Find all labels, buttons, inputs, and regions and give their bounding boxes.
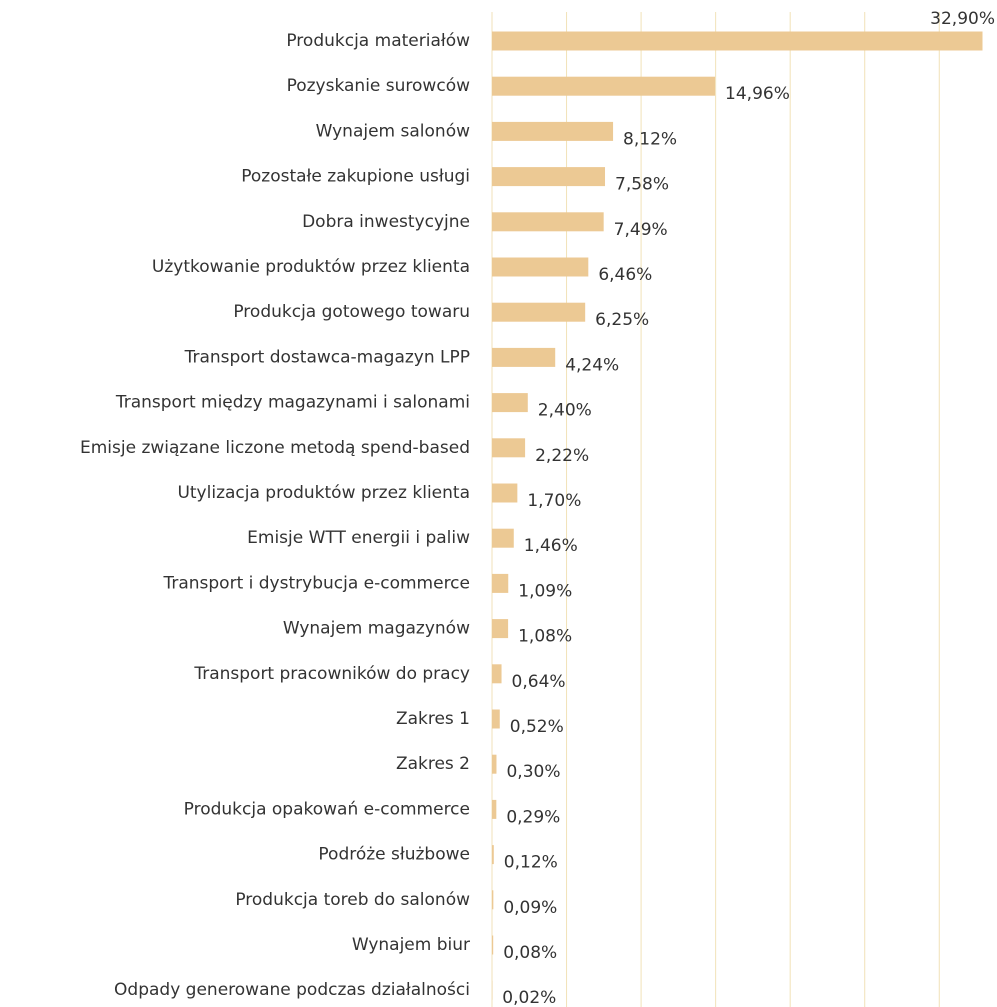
bar bbox=[492, 754, 497, 774]
category-label: Wynajem magazynów bbox=[283, 619, 470, 639]
category-label: Produkcja toreb do salonów bbox=[235, 890, 470, 910]
value-label: 0,02% bbox=[502, 988, 556, 1007]
category-label: Podróże służbowe bbox=[318, 845, 470, 865]
category-label: Użytkowanie produktów przez klienta bbox=[152, 257, 470, 277]
value-label: 0,12% bbox=[504, 853, 558, 873]
value-label: 0,09% bbox=[503, 898, 557, 918]
value-label: 1,46% bbox=[524, 536, 578, 556]
category-label: Transport między magazynami i salonami bbox=[115, 393, 470, 413]
value-label: 0,29% bbox=[506, 807, 560, 827]
value-label: 7,58% bbox=[615, 175, 669, 195]
value-label: 14,96% bbox=[725, 84, 790, 104]
bar bbox=[492, 438, 526, 458]
category-label: Odpady generowane podczas działalności bbox=[114, 980, 470, 1000]
category-label: Zakres 1 bbox=[396, 709, 470, 729]
value-label: 8,12% bbox=[623, 129, 677, 149]
bar bbox=[492, 890, 494, 910]
bar bbox=[492, 619, 509, 639]
bar bbox=[492, 347, 556, 367]
category-label: Zakres 2 bbox=[396, 754, 470, 774]
bar bbox=[492, 76, 716, 96]
bar bbox=[492, 121, 614, 141]
category-label: Transport pracowników do pracy bbox=[193, 664, 470, 684]
category-label: Produkcja opakowań e-commerce bbox=[184, 799, 470, 819]
bar bbox=[492, 31, 983, 51]
value-label: 1,08% bbox=[518, 627, 572, 647]
value-label: 32,90% bbox=[930, 9, 995, 29]
category-label: Emisje związane liczone metodą spend-bas… bbox=[80, 438, 470, 458]
value-label: 4,24% bbox=[565, 355, 619, 375]
value-label: 2,22% bbox=[535, 446, 589, 466]
value-label: 0,52% bbox=[510, 717, 564, 737]
category-label: Dobra inwestycyjne bbox=[302, 212, 470, 232]
bar bbox=[492, 528, 514, 548]
category-label: Transport i dystrybucja e-commerce bbox=[162, 573, 470, 593]
value-label: 0,64% bbox=[512, 672, 566, 692]
category-label: Transport dostawca-magazyn LPP bbox=[184, 347, 470, 367]
value-label: 0,30% bbox=[506, 762, 560, 782]
bar bbox=[492, 573, 509, 593]
value-label: 1,09% bbox=[518, 581, 572, 601]
value-label: 6,25% bbox=[595, 310, 649, 330]
category-label: Produkcja materiałów bbox=[286, 31, 470, 51]
bar bbox=[492, 212, 604, 232]
value-label: 1,70% bbox=[527, 491, 581, 511]
bar bbox=[492, 257, 589, 277]
bar bbox=[492, 799, 497, 819]
value-label: 6,46% bbox=[598, 265, 652, 285]
bar bbox=[492, 302, 586, 322]
category-label: Pozostałe zakupione usługi bbox=[241, 167, 470, 187]
value-label: 0,08% bbox=[503, 943, 557, 963]
bar bbox=[492, 393, 528, 413]
category-label: Wynajem biur bbox=[352, 935, 470, 955]
category-label: Produkcja gotowego towaru bbox=[233, 302, 470, 322]
bar bbox=[492, 664, 502, 684]
value-label: 7,49% bbox=[614, 220, 668, 240]
category-label: Emisje WTT energii i paliw bbox=[247, 528, 470, 548]
value-label: 2,40% bbox=[538, 401, 592, 421]
bar bbox=[492, 709, 500, 729]
category-label: Utylizacja produktów przez klienta bbox=[177, 483, 470, 503]
category-label: Pozyskanie surowców bbox=[287, 76, 471, 96]
bar bbox=[492, 483, 518, 503]
bar bbox=[492, 845, 494, 865]
category-label: Wynajem salonów bbox=[316, 121, 470, 141]
bar bbox=[492, 167, 606, 187]
bar bbox=[492, 935, 494, 955]
